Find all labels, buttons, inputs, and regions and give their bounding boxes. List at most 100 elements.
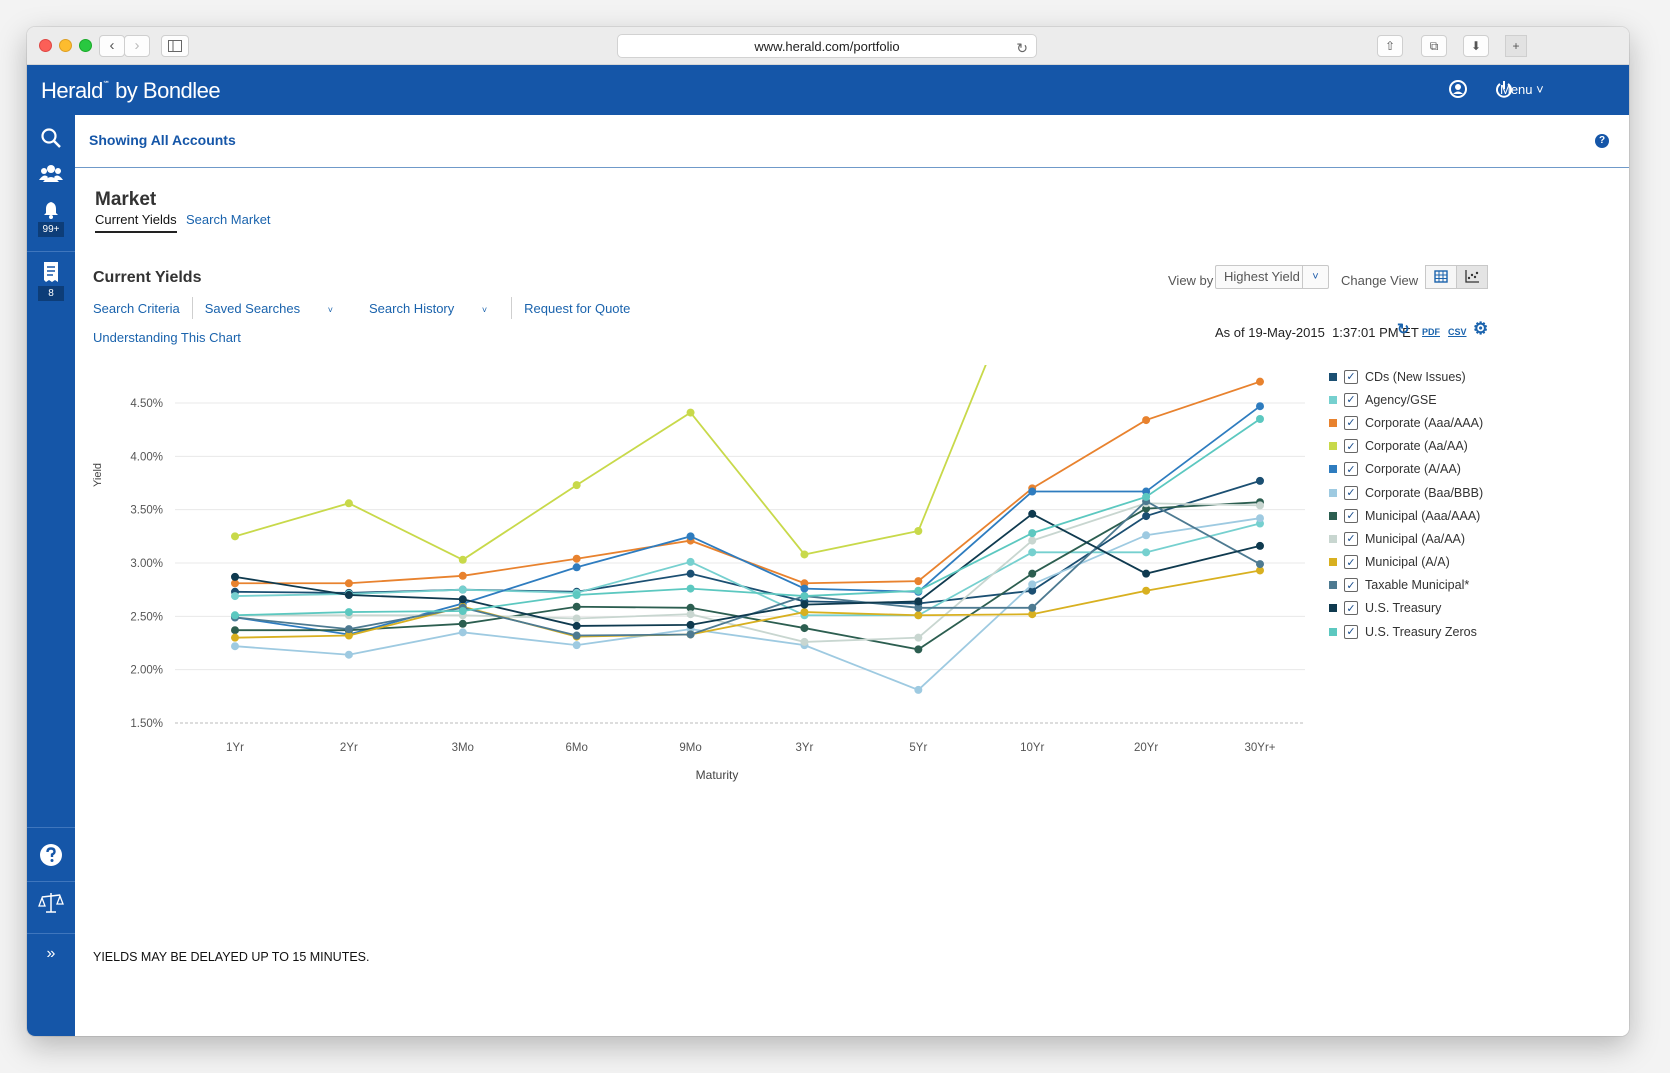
- search-criteria-link[interactable]: Search Criteria: [93, 300, 180, 316]
- data-point[interactable]: [1028, 610, 1037, 619]
- data-point[interactable]: [800, 608, 809, 617]
- help-icon[interactable]: ?: [1595, 134, 1609, 148]
- legend-item[interactable]: ✓ U.S. Treasury: [1329, 597, 1483, 620]
- legend-item[interactable]: ✓ Agency/GSE: [1329, 388, 1483, 411]
- data-point[interactable]: [1142, 492, 1151, 501]
- data-point[interactable]: [914, 633, 923, 642]
- data-point[interactable]: [914, 586, 923, 595]
- data-point[interactable]: [686, 620, 695, 629]
- data-point[interactable]: [1142, 531, 1151, 540]
- data-point[interactable]: [231, 579, 239, 588]
- data-point[interactable]: [344, 650, 353, 659]
- saved-searches-dropdown[interactable]: Saved Searches ˅: [193, 301, 357, 316]
- data-point[interactable]: [1028, 548, 1037, 557]
- data-point[interactable]: [458, 555, 467, 564]
- sidebar-help[interactable]: [27, 843, 75, 867]
- legend-checkbox[interactable]: ✓: [1344, 439, 1358, 454]
- legend-item[interactable]: ✓ CDs (New Issues): [1329, 365, 1483, 388]
- tab-current-yields[interactable]: Current Yields: [95, 212, 177, 233]
- legend-checkbox[interactable]: ✓: [1344, 485, 1358, 500]
- data-point[interactable]: [686, 569, 695, 578]
- accounts-filter[interactable]: Showing All Accounts: [89, 132, 236, 148]
- data-point[interactable]: [458, 619, 467, 628]
- forward-icon[interactable]: ›: [124, 35, 150, 57]
- legend-item[interactable]: ✓ Corporate (Aa/AA): [1329, 435, 1483, 458]
- legend-checkbox[interactable]: ✓: [1344, 601, 1358, 616]
- data-point[interactable]: [231, 633, 239, 642]
- request-quote-link[interactable]: Request for Quote: [524, 300, 631, 316]
- data-point[interactable]: [1256, 476, 1264, 485]
- data-point[interactable]: [1256, 402, 1264, 411]
- minimize-window-icon[interactable]: [59, 39, 72, 52]
- data-point[interactable]: [1028, 580, 1037, 589]
- pdf-icon[interactable]: PDF: [1422, 327, 1440, 337]
- data-point[interactable]: [800, 550, 809, 559]
- data-point[interactable]: [458, 628, 467, 637]
- data-point[interactable]: [1028, 536, 1037, 545]
- close-window-icon[interactable]: [39, 39, 52, 52]
- data-point[interactable]: [344, 625, 353, 634]
- data-point[interactable]: [1028, 603, 1037, 612]
- address-bar[interactable]: www.herald.com/portfolio ↻: [617, 34, 1037, 58]
- data-point[interactable]: [686, 603, 695, 612]
- data-point[interactable]: [458, 585, 467, 594]
- data-point[interactable]: [572, 563, 581, 572]
- data-point[interactable]: [686, 557, 695, 566]
- data-point[interactable]: [914, 611, 923, 620]
- data-point[interactable]: [914, 577, 923, 586]
- app-logo[interactable]: Herald℠ by Bondlee: [41, 78, 221, 104]
- data-point[interactable]: [1142, 586, 1151, 595]
- settings-gear-icon[interactable]: ⚙: [1473, 319, 1489, 338]
- sidebar-reports[interactable]: 8: [27, 261, 75, 301]
- power-icon[interactable]: [1494, 79, 1514, 99]
- data-point[interactable]: [1256, 501, 1264, 510]
- menu-dropdown[interactable]: Menu ˅: [1500, 82, 1544, 97]
- data-point[interactable]: [1142, 548, 1151, 557]
- data-point[interactable]: [1256, 560, 1264, 569]
- data-point[interactable]: [1028, 487, 1037, 496]
- legend-checkbox[interactable]: ✓: [1344, 624, 1358, 639]
- data-point[interactable]: [572, 614, 581, 623]
- data-point[interactable]: [1256, 541, 1264, 550]
- data-point[interactable]: [1028, 529, 1037, 538]
- data-point[interactable]: [344, 631, 353, 640]
- legend-checkbox[interactable]: ✓: [1344, 392, 1358, 407]
- legend-item[interactable]: ✓ Corporate (Baa/BBB): [1329, 481, 1483, 504]
- expand-sidebar-icon[interactable]: »: [46, 945, 56, 962]
- legend-item[interactable]: ✓ Corporate (A/AA): [1329, 458, 1483, 481]
- legend-checkbox[interactable]: ✓: [1344, 531, 1358, 546]
- data-point[interactable]: [1256, 415, 1264, 423]
- data-point[interactable]: [231, 572, 239, 581]
- legend-checkbox[interactable]: ✓: [1344, 462, 1358, 477]
- data-point[interactable]: [914, 527, 923, 535]
- legend-checkbox[interactable]: ✓: [1344, 555, 1358, 570]
- data-point[interactable]: [1256, 514, 1264, 523]
- legend-checkbox[interactable]: ✓: [1344, 369, 1358, 384]
- tab-search-market[interactable]: Search Market: [186, 212, 271, 227]
- csv-icon[interactable]: CSV: [1448, 327, 1467, 337]
- legend-item[interactable]: ✓ Taxable Municipal*: [1329, 574, 1483, 597]
- data-point[interactable]: [686, 584, 695, 593]
- data-point[interactable]: [344, 499, 353, 508]
- sidebar-alerts[interactable]: 99+: [27, 201, 75, 237]
- sidebar-search[interactable]: [27, 127, 75, 149]
- data-point[interactable]: [1028, 586, 1037, 595]
- legend-item[interactable]: ✓ Municipal (Aaa/AAA): [1329, 504, 1483, 527]
- legend-item[interactable]: ✓ Municipal (Aa/AA): [1329, 527, 1483, 550]
- legend-item[interactable]: ✓ Corporate (Aaa/AAA): [1329, 411, 1483, 434]
- sidebar-toggle-icon[interactable]: [161, 35, 189, 57]
- data-point[interactable]: [572, 621, 581, 630]
- data-point[interactable]: [686, 630, 695, 639]
- data-point[interactable]: [800, 624, 809, 633]
- data-point[interactable]: [572, 602, 581, 611]
- data-point[interactable]: [1142, 512, 1151, 521]
- data-point[interactable]: [344, 608, 353, 617]
- share-icon[interactable]: ⇧: [1377, 35, 1403, 57]
- data-point[interactable]: [231, 642, 239, 651]
- data-point[interactable]: [231, 611, 239, 620]
- legend-checkbox[interactable]: ✓: [1344, 508, 1358, 523]
- chart-view-button[interactable]: [1456, 265, 1488, 289]
- data-point[interactable]: [231, 592, 239, 601]
- legend-checkbox[interactable]: ✓: [1344, 415, 1358, 430]
- data-point[interactable]: [231, 532, 239, 541]
